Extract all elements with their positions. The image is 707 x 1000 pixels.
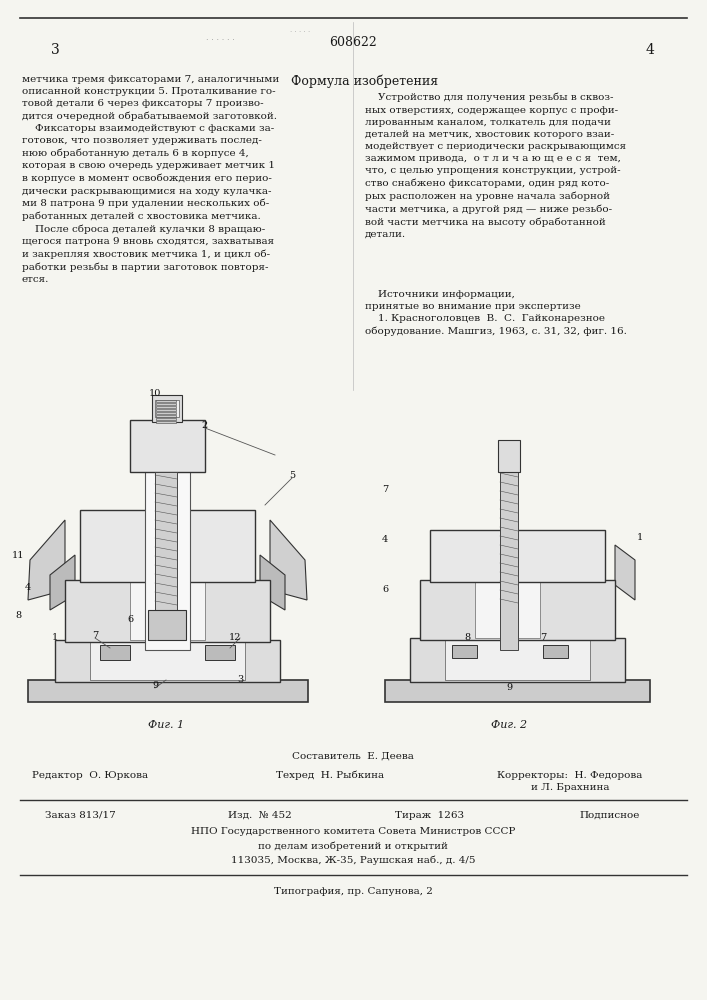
Bar xyxy=(145,470,190,650)
Bar xyxy=(156,421,176,423)
Bar xyxy=(410,638,625,682)
Text: 4: 4 xyxy=(645,43,655,57)
Text: Составитель  Е. Деева: Составитель Е. Деева xyxy=(292,752,414,760)
Text: . . . . . .: . . . . . . xyxy=(206,33,235,42)
Bar xyxy=(205,645,235,660)
Polygon shape xyxy=(28,520,65,600)
Text: Тираж  1263: Тираж 1263 xyxy=(395,810,464,820)
Text: 6: 6 xyxy=(382,585,388,594)
Bar xyxy=(155,472,177,622)
Text: 1: 1 xyxy=(637,534,643,542)
Bar xyxy=(385,680,650,702)
Bar xyxy=(55,640,280,682)
Bar xyxy=(130,582,205,640)
Text: 7: 7 xyxy=(382,486,388,494)
Text: 3: 3 xyxy=(51,43,59,57)
Text: 8: 8 xyxy=(464,634,470,643)
Polygon shape xyxy=(154,611,178,639)
Bar xyxy=(475,582,540,638)
Text: и Л. Брахнина: и Л. Брахнина xyxy=(531,782,609,792)
Text: 12: 12 xyxy=(229,634,241,643)
Text: Подписное: Подписное xyxy=(580,810,640,820)
Text: 4: 4 xyxy=(382,536,388,544)
Text: Фиг. 2: Фиг. 2 xyxy=(491,720,527,730)
Text: Редактор  О. Юркова: Редактор О. Юркова xyxy=(32,770,148,780)
Text: . . . . .: . . . . . xyxy=(290,27,310,33)
Text: 1: 1 xyxy=(52,634,58,643)
Text: 3: 3 xyxy=(237,676,243,684)
Bar xyxy=(156,415,176,417)
Bar xyxy=(500,470,518,650)
Bar xyxy=(156,403,176,405)
Text: 7: 7 xyxy=(540,634,546,643)
Text: 7: 7 xyxy=(92,631,98,640)
Text: 6: 6 xyxy=(127,615,133,624)
Bar xyxy=(100,645,130,660)
Text: 9: 9 xyxy=(506,684,512,692)
Text: 8: 8 xyxy=(15,610,21,619)
Bar xyxy=(498,440,520,472)
Polygon shape xyxy=(615,545,635,600)
Bar xyxy=(148,610,186,640)
Text: 10: 10 xyxy=(148,388,161,397)
Text: 608622: 608622 xyxy=(329,35,377,48)
Text: 113035, Москва, Ж-35, Раушская наб., д. 4/5: 113035, Москва, Ж-35, Раушская наб., д. … xyxy=(230,855,475,865)
Text: 2: 2 xyxy=(202,420,208,430)
Bar xyxy=(156,406,176,408)
Bar xyxy=(156,409,176,411)
Text: Фиг. 1: Фиг. 1 xyxy=(148,720,184,730)
Bar xyxy=(430,530,605,582)
Bar xyxy=(28,680,308,702)
Polygon shape xyxy=(154,641,178,669)
Text: Источники информации,
принятые во внимание при экспертизе
    1. Красноголовцев : Источники информации, принятые во вниман… xyxy=(365,290,627,336)
Bar xyxy=(90,642,245,680)
Polygon shape xyxy=(50,555,75,610)
Polygon shape xyxy=(270,520,307,600)
Bar xyxy=(130,420,205,472)
Text: НПО Государственного комитета Совета Министров СССР: НПО Государственного комитета Совета Мин… xyxy=(191,828,515,836)
Text: метчика тремя фиксаторами 7, аналогичными
описанной конструкции 5. Проталкивание: метчика тремя фиксаторами 7, аналогичным… xyxy=(22,75,279,284)
Bar xyxy=(65,580,270,642)
Polygon shape xyxy=(260,555,285,610)
Bar xyxy=(155,400,179,417)
Bar xyxy=(156,412,176,414)
Bar xyxy=(543,645,568,658)
Text: Корректоры:  Н. Федорова: Корректоры: Н. Федорова xyxy=(497,770,643,780)
Text: Формула изобретения: Формула изобретения xyxy=(291,75,438,89)
Bar xyxy=(156,400,176,402)
Text: Заказ 813/17: Заказ 813/17 xyxy=(45,810,115,820)
Text: по делам изобретений и открытий: по делам изобретений и открытий xyxy=(258,841,448,851)
Text: Изд.  № 452: Изд. № 452 xyxy=(228,810,292,820)
Text: Типография, пр. Сапунова, 2: Типография, пр. Сапунова, 2 xyxy=(274,888,433,896)
Text: 5: 5 xyxy=(289,471,295,480)
Bar xyxy=(80,510,255,582)
Bar xyxy=(452,645,477,658)
Text: Устройство для получения резьбы в сквоз-
ных отверстиях, содержащее корпус с про: Устройство для получения резьбы в сквоз-… xyxy=(365,93,626,239)
Text: 11: 11 xyxy=(12,550,24,560)
Bar xyxy=(420,580,615,640)
Text: 4: 4 xyxy=(25,584,31,592)
Bar xyxy=(152,395,182,422)
Polygon shape xyxy=(497,606,521,634)
Text: Техред  Н. Рыбкина: Техред Н. Рыбкина xyxy=(276,770,384,780)
Bar xyxy=(156,418,176,420)
Text: 9: 9 xyxy=(152,680,158,690)
Bar xyxy=(445,640,590,680)
